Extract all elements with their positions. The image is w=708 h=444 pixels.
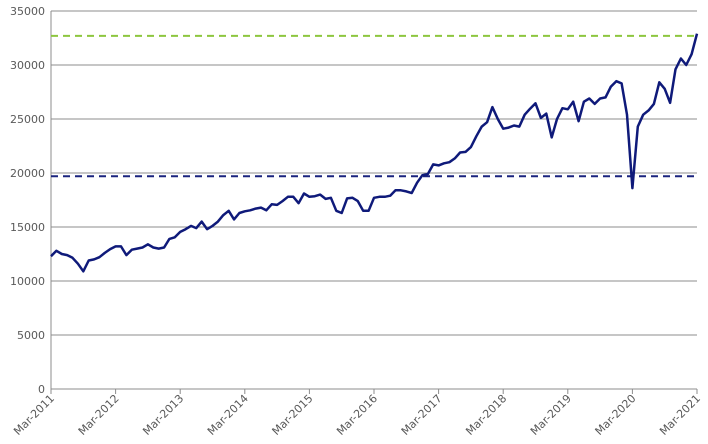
- x-tick-label: Mar-2014: [205, 392, 251, 438]
- y-tick-label: 0: [38, 383, 45, 396]
- y-tick-label: 35000: [10, 5, 45, 18]
- y-tick-label: 5000: [17, 329, 45, 342]
- x-tick-label: Mar-2012: [76, 392, 122, 438]
- x-tick-label: Mar-2019: [528, 392, 574, 438]
- y-tick-label: 10000: [10, 275, 45, 288]
- x-tick-label: Mar-2018: [463, 392, 509, 438]
- x-tick-label: Mar-2015: [270, 392, 316, 438]
- x-tick-label: Mar-2016: [334, 392, 380, 438]
- y-tick-label: 30000: [10, 59, 45, 72]
- x-tick-label: Mar-2021: [657, 392, 703, 438]
- y-tick-label: 25000: [10, 113, 45, 126]
- x-tick-label: Mar-2011: [11, 392, 57, 438]
- x-tick-label: Mar-2017: [399, 392, 445, 438]
- y-tick-label: 20000: [10, 167, 45, 180]
- x-tick-label: Mar-2013: [140, 392, 186, 438]
- y-tick-label: 15000: [10, 221, 45, 234]
- series-line: [50, 33, 699, 273]
- x-tick-label: Mar-2020: [593, 392, 639, 438]
